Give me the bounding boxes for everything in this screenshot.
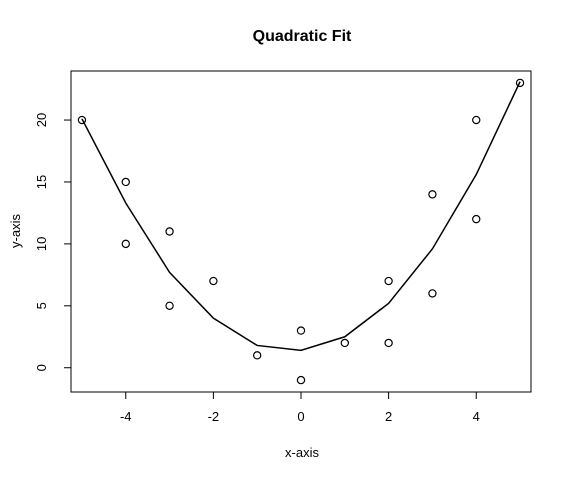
data-point xyxy=(472,115,481,125)
data-point xyxy=(384,276,393,286)
x-axis-label: x-axis xyxy=(285,445,319,460)
data-point xyxy=(296,326,306,335)
data-point xyxy=(165,227,174,236)
y-tick-label: 20 xyxy=(34,113,49,127)
plot-frame xyxy=(70,70,532,393)
data-point xyxy=(121,177,130,187)
x-tick-label: 0 xyxy=(297,409,304,424)
x-tick-label: 2 xyxy=(385,409,392,424)
points-layer xyxy=(77,78,525,385)
x-tick-label: -2 xyxy=(208,409,220,424)
data-point xyxy=(472,214,481,224)
x-tick-label: -4 xyxy=(120,409,132,424)
data-point xyxy=(209,276,218,286)
data-point xyxy=(121,239,130,249)
data-point xyxy=(428,289,437,298)
x-axis: -4 -2 0 2 4 xyxy=(120,391,480,424)
data-point xyxy=(252,351,262,360)
y-axis: 0 5 10 15 20 xyxy=(34,113,72,371)
fit-line xyxy=(81,81,521,352)
data-point xyxy=(384,338,393,348)
chart-title: Quadratic Fit xyxy=(253,28,352,45)
y-tick-label: 0 xyxy=(34,364,49,371)
y-axis-label: y-axis xyxy=(8,214,23,248)
y-tick-label: 15 xyxy=(34,175,49,189)
x-tick-label: 4 xyxy=(473,409,480,424)
fit-line-layer xyxy=(81,81,521,352)
data-point xyxy=(515,78,525,88)
data-point xyxy=(340,338,350,348)
data-point xyxy=(428,190,437,199)
y-tick-label: 5 xyxy=(34,302,49,309)
data-point xyxy=(77,115,87,125)
data-point xyxy=(296,375,306,385)
data-point xyxy=(165,301,174,311)
y-tick-label: 10 xyxy=(34,237,49,251)
